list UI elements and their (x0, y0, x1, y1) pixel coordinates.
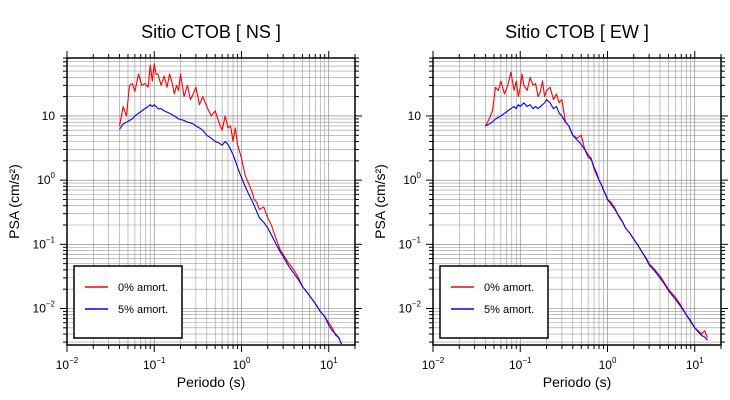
chart-title: Sitio CTOB [ NS ] (141, 22, 281, 42)
chart-title: Sitio CTOB [ EW ] (505, 22, 649, 42)
y-tick-label: 10 (408, 109, 422, 123)
legend-label: 5% amort. (484, 304, 534, 316)
legend-label: 0% amort. (118, 282, 168, 294)
x-axis-label: Periodo (s) (543, 374, 611, 390)
x-tick-label: 100 (233, 356, 251, 372)
y-axis-label: PSA (cm/s²) (6, 164, 22, 239)
x-axis-label: Periodo (s) (177, 374, 245, 390)
y-axis-label: PSA (cm/s²) (372, 164, 388, 239)
x-tick-label: 10−2 (56, 356, 79, 372)
legend-box (439, 265, 549, 339)
x-tick-label: 100 (599, 356, 617, 372)
x-tick-label: 10−2 (422, 356, 445, 372)
legend-label: 5% amort. (118, 304, 168, 316)
series-line (118, 63, 343, 345)
gridlines (432, 57, 722, 345)
series-line (485, 99, 708, 341)
y-tick-label: 10−2 (33, 300, 56, 316)
series-line (119, 104, 342, 345)
x-tick-label: 10−1 (509, 356, 532, 372)
axis-ticks (60, 51, 362, 352)
chart-panel: 10−2 10−1 100 101 10−2 10−1 100 10 Sitio CTOB [ … (6, 22, 362, 390)
chart-panel: 10−2 10−1 100 101 10−2 10−1 100 10 Sitio CTOB [ … (372, 22, 728, 390)
legend: 0% amort. 5% amort. (439, 265, 549, 339)
plot-frame (66, 57, 356, 346)
y-tick-label: 100 (403, 171, 421, 187)
y-tick-label: 10 (42, 109, 56, 123)
x-tick-label: 10−1 (143, 356, 166, 372)
legend-label: 0% amort. (484, 282, 534, 294)
y-tick-label: 10−2 (399, 300, 422, 316)
x-tick-label: 101 (686, 356, 704, 372)
x-tick-label: 101 (320, 356, 338, 372)
legend: 0% amort. 5% amort. (73, 265, 183, 339)
y-tick-label: 10−1 (399, 235, 422, 251)
y-tick-label: 10−1 (33, 235, 56, 251)
legend-box (73, 265, 183, 339)
plot-frame (432, 57, 722, 346)
axis-ticks (426, 51, 728, 352)
y-tick-label: 100 (37, 171, 55, 187)
